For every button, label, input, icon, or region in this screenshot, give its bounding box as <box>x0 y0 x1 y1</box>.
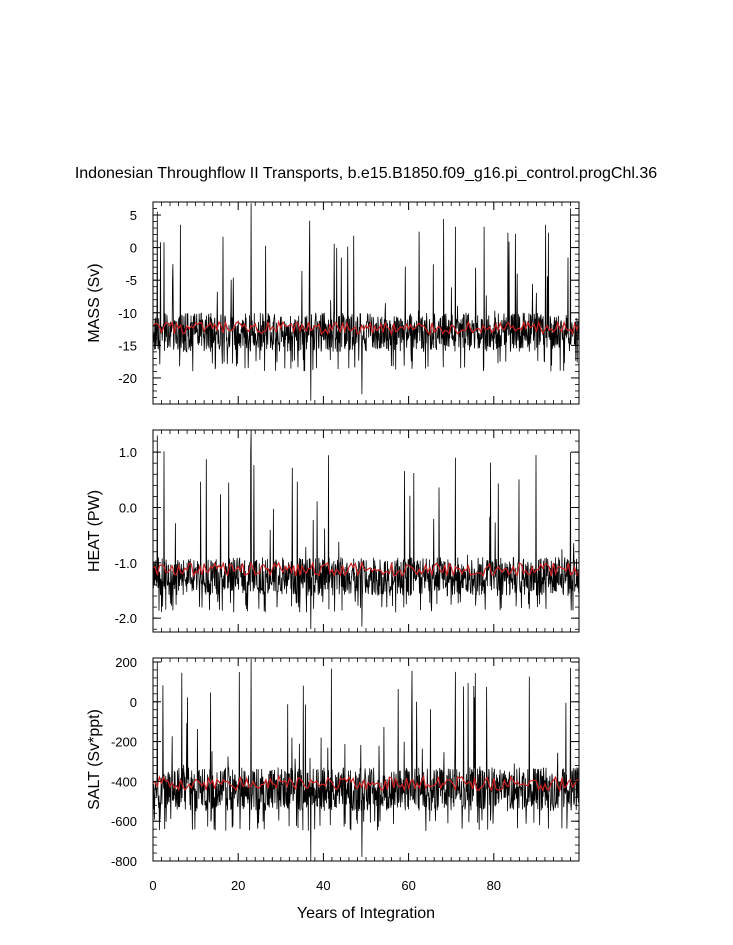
salt-x-ticks <box>152 658 571 861</box>
salt-y-tick-label: -600 <box>111 814 137 829</box>
mass-monthly-series <box>152 203 580 401</box>
mass-y-tick-label: -20 <box>118 371 137 386</box>
salt-y-ticks: 200 0 -200 -400 -600 -800 <box>111 655 579 869</box>
salt-y-tick-label: 0 <box>130 695 137 710</box>
salt-annual-mean-line <box>152 774 580 793</box>
x-axis-label: Years of Integration <box>297 905 435 922</box>
chart-title: Indonesian Throughflow II Transports, b.… <box>75 165 657 182</box>
salt-annual-mean-series <box>152 774 580 793</box>
heat-monthly-line <box>152 429 580 630</box>
salt-panel: 200 0 -200 -400 -600 -800 SALT (Sv*ppt) 0 20 40… <box>86 655 580 893</box>
mass-y-tick-label: 5 <box>130 208 137 223</box>
x-tick-label: 80 <box>487 878 501 893</box>
heat-plot-frame <box>152 429 580 633</box>
x-tick-label: 0 <box>149 878 156 893</box>
mass-y-tick-label: 0 <box>130 241 137 256</box>
x-tick-label: 20 <box>231 878 245 893</box>
salt-plot-frame <box>152 657 580 862</box>
mass-x-ticks <box>152 202 571 404</box>
salt-y-tick-label: -800 <box>111 854 137 869</box>
x-tick-label: 40 <box>316 878 330 893</box>
mass-y-axis-label: MASS (Sv) <box>86 263 103 342</box>
heat-y-tick-label: 0.0 <box>119 500 137 515</box>
mass-monthly-line <box>152 203 580 401</box>
heat-monthly-series <box>152 429 580 630</box>
mass-y-tick-label: -15 <box>118 338 137 353</box>
x-tick-label: 60 <box>401 878 415 893</box>
mass-y-tick-label: -10 <box>118 306 137 321</box>
heat-panel: 1.0 0.0 -1.0 -2.0 HEAT (PW) <box>86 429 580 633</box>
salt-y-axis-label: SALT (Sv*ppt) <box>86 709 103 810</box>
heat-annual-mean-line <box>152 560 580 578</box>
heat-y-tick-label: -2.0 <box>115 611 137 626</box>
mass-annual-mean-line <box>152 319 580 337</box>
salt-y-tick-label: -400 <box>111 774 137 789</box>
mass-y-tick-label: -5 <box>125 273 137 288</box>
mass-y-ticks: 5 0 -5 -10 -15 -20 <box>118 201 579 405</box>
salt-x-tick-labels: 0 20 40 60 80 <box>149 878 501 893</box>
heat-y-ticks: 1.0 0.0 -1.0 -2.0 <box>115 440 579 630</box>
salt-monthly-line <box>152 658 580 862</box>
heat-annual-mean-series <box>152 560 580 578</box>
salt-monthly-series <box>152 658 580 862</box>
heat-y-tick-label: 1.0 <box>119 445 137 460</box>
salt-y-tick-label: 200 <box>115 655 137 670</box>
mass-panel: 5 0 -5 -10 -15 -20 MASS (Sv) <box>86 201 580 405</box>
mass-annual-mean-series <box>152 319 580 337</box>
salt-y-tick-label: -200 <box>111 735 137 750</box>
heat-y-axis-label: HEAT (PW) <box>86 490 103 572</box>
heat-y-tick-label: -1.0 <box>115 556 137 571</box>
heat-x-ticks <box>152 430 571 632</box>
